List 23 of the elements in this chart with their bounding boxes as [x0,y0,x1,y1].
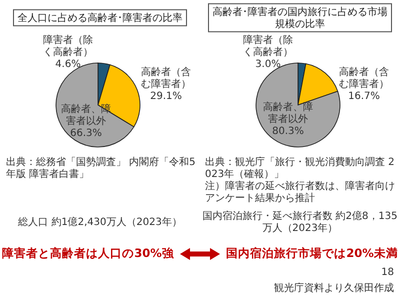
text: 障害者と高齢者は人口の30%強 [2,246,175,260]
text: 国内宿泊旅行市場では20%未満 [226,246,398,260]
data-label: 66.3% [70,128,102,139]
data-label: 16.7% [348,90,380,102]
text: 観光庁資料より久保田作成 [274,282,394,294]
slice-label: 高齢者、障害者以外 [61,102,111,127]
data-label: 29.1% [150,90,182,102]
data-label: 3.0% [255,58,281,70]
data-label: 4.6% [55,58,81,70]
slice-label: 障害者（除く高齢者） [43,34,93,58]
slice-label: 障害者（除く高齢者） [243,34,293,58]
chart-title: 全人口に占める高齢者･障害者の比率 [18,12,182,24]
slice-label: 高齢者（含む障害者） [339,66,389,90]
slice-label: 高齢者、障害者以外 [263,100,313,125]
data-label: 80.3% [272,126,304,137]
source-note: 出典：観光庁「旅行・観光消費動向調査 2023年（確報）」 [205,156,395,180]
text: 18 [381,266,394,278]
text: 国内宿泊旅行・延べ旅行者数 約2億8，135万人（2023年） [202,210,398,234]
slice-label: 高齢者（含む障害者） [141,66,191,90]
text: 注）障害者の延べ旅行者数は、障害者向けアンケート結果から推計 [205,180,395,204]
text: 総人口 約1億2,430万人（2023年） [17,216,182,228]
source-note: 出典：総務省「国勢調査」 内閣府「令和5年版 障害者白書」 [6,156,196,180]
chart-title: 高齢者･障害者の国内旅行に占める市場規模の比率 [212,6,388,30]
